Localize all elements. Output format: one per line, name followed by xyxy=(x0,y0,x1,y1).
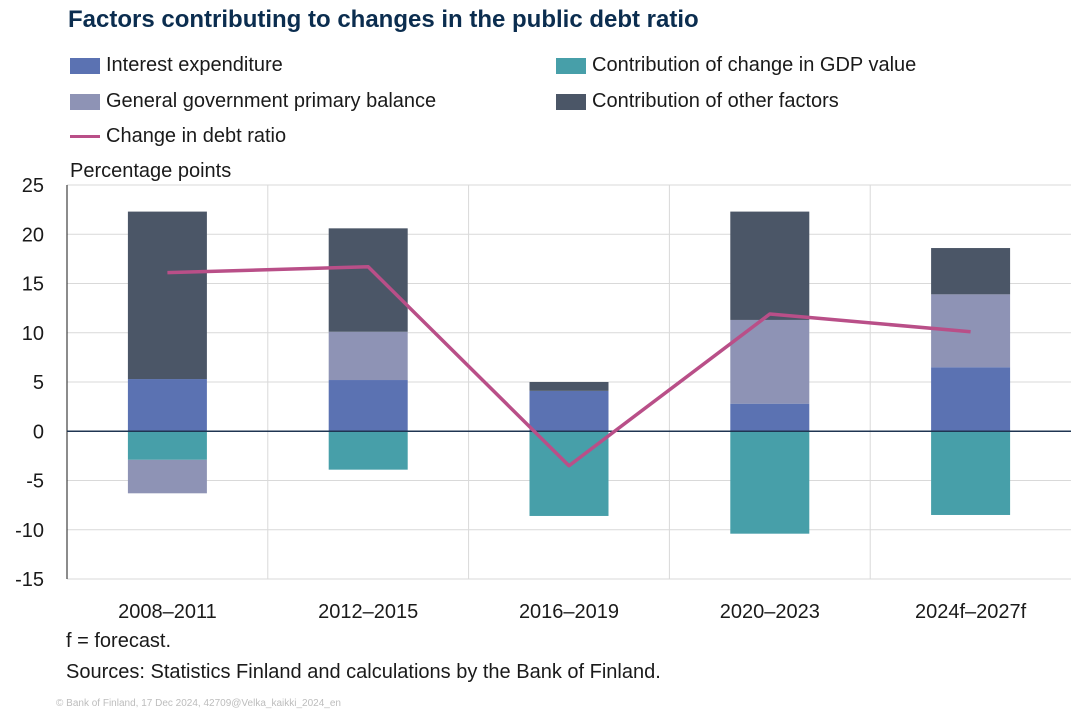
bar-primary xyxy=(328,331,408,381)
x-tick-label: 2012–2015 xyxy=(318,601,418,623)
legend-gdp: Contribution of change in GDP value xyxy=(556,54,916,77)
bar-primary xyxy=(730,319,810,404)
y-tick-label: 5 xyxy=(33,372,44,394)
bar-gdp xyxy=(328,431,408,470)
legend-line: Change in debt ratio xyxy=(70,125,286,148)
y-tick-label: -10 xyxy=(15,520,44,542)
bar-interest xyxy=(529,390,609,432)
forecast-note: f = forecast. xyxy=(66,630,172,652)
legend-swatch-primary xyxy=(70,93,100,110)
bar-interest xyxy=(127,379,207,432)
legend-other: Contribution of other factors xyxy=(556,90,839,113)
legend-swatch-interest xyxy=(70,57,100,74)
bar-gdp xyxy=(931,431,1011,515)
x-tick-label: 2016–2019 xyxy=(519,601,619,623)
legend-primary: General government primary balance xyxy=(70,90,436,113)
bar-other xyxy=(127,211,207,380)
chart-title: Factors contributing to changes in the p… xyxy=(68,6,699,33)
bar-other xyxy=(328,228,408,332)
legend-label-primary: General government primary balance xyxy=(106,90,437,112)
legend-interest: Interest expenditure xyxy=(70,54,283,77)
y-tick-label: 0 xyxy=(33,421,44,443)
y-tick-label: -5 xyxy=(26,471,44,493)
legend-label-line: Change in debt ratio xyxy=(106,125,287,147)
bar-gdp xyxy=(127,431,207,460)
legend-label-other: Contribution of other factors xyxy=(592,90,839,112)
x-tick-label: 2008–2011 xyxy=(118,601,217,623)
x-tick-label: 2024f–2027f xyxy=(915,601,1027,623)
legend-swatch-gdp xyxy=(556,57,586,74)
bar-other xyxy=(529,382,609,391)
debt-ratio-line xyxy=(167,265,971,468)
y-axis-unit-label: Percentage points xyxy=(70,160,232,182)
y-tick-label: 20 xyxy=(22,224,44,246)
y-tick-label: -15 xyxy=(15,569,44,591)
copyright: © Bank of Finland, 17 Dec 2024, 42709@Ve… xyxy=(56,698,341,709)
bar-interest xyxy=(328,380,408,432)
y-tick-label: 15 xyxy=(22,274,44,296)
bar-interest xyxy=(730,403,810,432)
bar-interest xyxy=(931,367,1011,432)
bar-other xyxy=(931,248,1011,295)
legend-swatch-other xyxy=(556,93,586,110)
y-tick-label: 25 xyxy=(22,175,44,197)
bar-primary xyxy=(127,459,207,494)
sources-note: Sources: Statistics Finland and calculat… xyxy=(66,661,661,683)
x-tick-label: 2020–2023 xyxy=(720,601,820,623)
legend-label-interest: Interest expenditure xyxy=(106,54,283,76)
legend-label-gdp: Contribution of change in GDP value xyxy=(592,54,917,76)
legend-swatch-line xyxy=(70,135,100,138)
y-tick-label: 10 xyxy=(22,323,44,345)
bar-gdp xyxy=(730,431,810,534)
bar-other xyxy=(730,211,810,320)
